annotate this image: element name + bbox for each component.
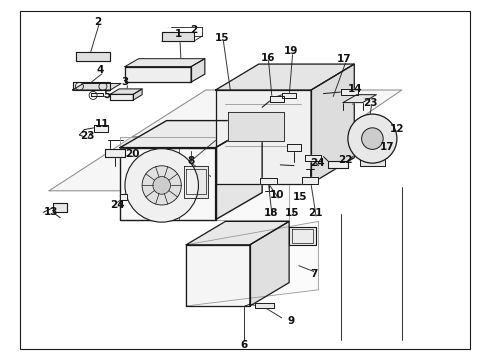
Polygon shape bbox=[73, 82, 110, 90]
Polygon shape bbox=[343, 95, 376, 103]
Polygon shape bbox=[105, 149, 125, 157]
Text: 1: 1 bbox=[175, 29, 182, 39]
Circle shape bbox=[125, 149, 198, 222]
Polygon shape bbox=[120, 194, 127, 200]
Polygon shape bbox=[270, 96, 284, 102]
Polygon shape bbox=[305, 155, 321, 161]
Polygon shape bbox=[133, 89, 142, 100]
Polygon shape bbox=[341, 89, 358, 95]
Text: 16: 16 bbox=[261, 53, 275, 63]
Polygon shape bbox=[162, 32, 194, 41]
Polygon shape bbox=[228, 112, 284, 141]
Polygon shape bbox=[120, 137, 289, 220]
Text: 15: 15 bbox=[293, 192, 307, 202]
Polygon shape bbox=[216, 90, 311, 184]
Text: 2: 2 bbox=[95, 17, 101, 27]
Polygon shape bbox=[53, 203, 67, 212]
Polygon shape bbox=[110, 89, 142, 94]
Text: 14: 14 bbox=[347, 84, 362, 94]
Polygon shape bbox=[282, 93, 296, 98]
Circle shape bbox=[348, 114, 397, 163]
Text: 13: 13 bbox=[44, 207, 59, 217]
Text: 20: 20 bbox=[125, 149, 140, 159]
Text: 23: 23 bbox=[363, 98, 377, 108]
Polygon shape bbox=[311, 64, 354, 184]
Polygon shape bbox=[360, 155, 385, 166]
Text: 21: 21 bbox=[308, 208, 322, 219]
Text: 24: 24 bbox=[310, 158, 324, 168]
Polygon shape bbox=[132, 90, 402, 137]
Polygon shape bbox=[120, 121, 262, 148]
Circle shape bbox=[153, 177, 171, 194]
Text: 6: 6 bbox=[241, 340, 247, 350]
Polygon shape bbox=[125, 67, 191, 82]
Text: 15: 15 bbox=[215, 33, 230, 43]
Text: 23: 23 bbox=[80, 131, 95, 141]
Polygon shape bbox=[186, 221, 318, 306]
Text: 5: 5 bbox=[103, 90, 110, 100]
Polygon shape bbox=[191, 59, 205, 82]
Polygon shape bbox=[49, 137, 333, 191]
Text: 10: 10 bbox=[270, 190, 285, 201]
Polygon shape bbox=[110, 94, 133, 100]
Text: 11: 11 bbox=[95, 119, 109, 129]
Polygon shape bbox=[184, 166, 208, 198]
Polygon shape bbox=[302, 177, 318, 184]
Polygon shape bbox=[125, 59, 205, 67]
Polygon shape bbox=[76, 52, 110, 61]
Polygon shape bbox=[73, 84, 121, 90]
Circle shape bbox=[362, 128, 383, 149]
Text: 2: 2 bbox=[190, 24, 197, 35]
Polygon shape bbox=[250, 221, 289, 306]
Text: 8: 8 bbox=[188, 156, 195, 166]
Circle shape bbox=[142, 166, 181, 205]
Polygon shape bbox=[255, 303, 274, 308]
Text: 17: 17 bbox=[337, 54, 352, 64]
Polygon shape bbox=[186, 221, 289, 245]
Text: 12: 12 bbox=[390, 124, 404, 134]
Text: 19: 19 bbox=[284, 46, 298, 56]
Text: 17: 17 bbox=[380, 142, 394, 152]
Text: 22: 22 bbox=[338, 155, 353, 165]
Polygon shape bbox=[216, 64, 354, 90]
Polygon shape bbox=[289, 227, 316, 245]
Text: 24: 24 bbox=[110, 200, 125, 210]
Text: 9: 9 bbox=[287, 316, 294, 326]
Text: 15: 15 bbox=[285, 208, 299, 218]
Polygon shape bbox=[260, 178, 277, 184]
Polygon shape bbox=[357, 135, 388, 142]
Text: 3: 3 bbox=[122, 77, 128, 87]
Polygon shape bbox=[120, 148, 216, 220]
Text: 18: 18 bbox=[264, 208, 278, 218]
Polygon shape bbox=[287, 144, 301, 151]
Text: 4: 4 bbox=[97, 65, 104, 75]
Polygon shape bbox=[216, 121, 262, 220]
Polygon shape bbox=[94, 125, 108, 132]
Text: 7: 7 bbox=[310, 269, 318, 279]
Polygon shape bbox=[186, 245, 250, 306]
Polygon shape bbox=[91, 93, 103, 96]
Polygon shape bbox=[328, 161, 348, 168]
